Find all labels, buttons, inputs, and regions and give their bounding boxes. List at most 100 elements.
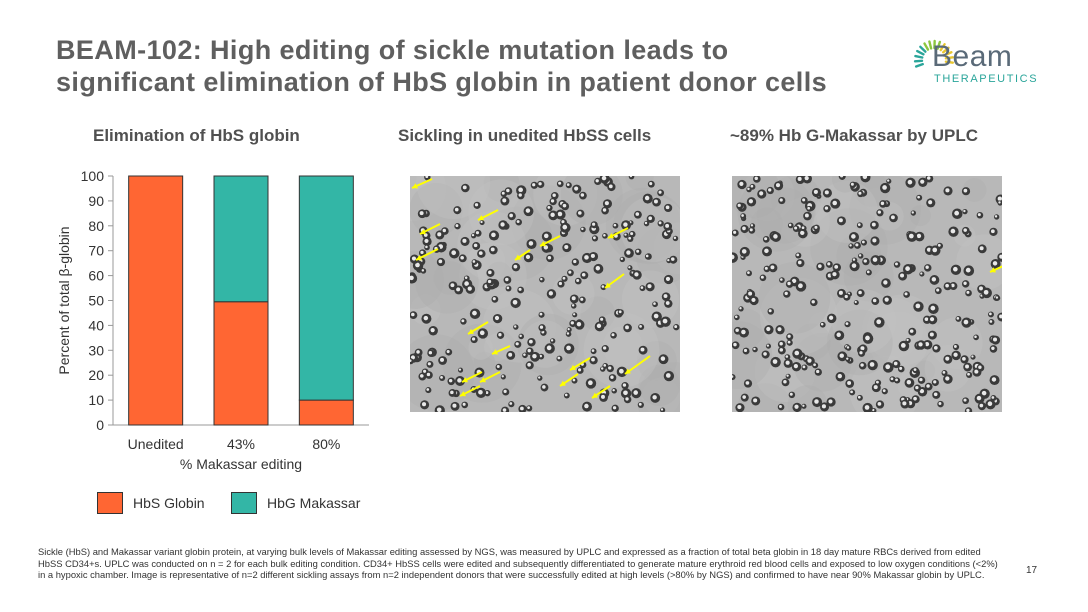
cell-center bbox=[450, 283, 455, 288]
cell-center bbox=[518, 187, 523, 193]
cell-center bbox=[662, 318, 668, 324]
cell-center bbox=[763, 352, 767, 356]
x-tick-label: 80% bbox=[312, 436, 340, 452]
x-tick-label: 43% bbox=[227, 436, 255, 452]
cell-center bbox=[423, 315, 429, 321]
legend-label-hbs: HbS Globin bbox=[133, 495, 205, 511]
sickle-cell-arrowhead bbox=[560, 380, 566, 386]
cell-center bbox=[963, 228, 967, 232]
cell-center bbox=[962, 356, 966, 361]
micrograph-unedited bbox=[410, 176, 680, 412]
micrograph-shade bbox=[625, 176, 654, 191]
cell-center bbox=[857, 223, 861, 226]
cell-center bbox=[608, 366, 612, 370]
cell-center bbox=[475, 231, 480, 235]
cell-center bbox=[883, 280, 888, 285]
cell-center bbox=[532, 183, 536, 187]
cell-center bbox=[979, 403, 984, 408]
logo-ray bbox=[944, 60, 955, 64]
cell-center bbox=[595, 266, 601, 271]
cell-center bbox=[768, 309, 772, 313]
cell-center bbox=[783, 380, 787, 384]
cell-center bbox=[653, 199, 658, 204]
cell-center bbox=[426, 388, 430, 391]
cell-center bbox=[665, 223, 670, 228]
micrograph-shade bbox=[410, 176, 447, 222]
cell-center bbox=[839, 353, 844, 358]
cell-center bbox=[893, 361, 898, 366]
cell-center bbox=[999, 314, 1002, 319]
cell-center bbox=[644, 195, 650, 201]
cell-center bbox=[425, 245, 428, 249]
cell-center bbox=[768, 188, 772, 192]
cell-center bbox=[933, 380, 937, 384]
cell-center bbox=[638, 402, 642, 406]
micrograph-shade bbox=[415, 250, 479, 314]
cell-center bbox=[512, 299, 518, 305]
cell-center bbox=[462, 402, 466, 406]
cell-center bbox=[913, 396, 917, 401]
cell-center bbox=[802, 404, 805, 407]
cell-center bbox=[794, 226, 798, 230]
cell-center bbox=[509, 402, 513, 405]
cell-center bbox=[562, 276, 566, 280]
cell-center bbox=[877, 402, 882, 406]
cell-center bbox=[674, 325, 678, 328]
cell-center bbox=[866, 270, 870, 274]
micrograph-shade bbox=[793, 323, 831, 361]
logo-wordmark: Beam bbox=[932, 40, 1013, 73]
cell-center bbox=[993, 337, 998, 342]
micrograph-shade bbox=[410, 182, 463, 237]
cell-center bbox=[628, 266, 631, 269]
cell-center bbox=[505, 277, 509, 282]
cell-center bbox=[936, 288, 940, 292]
cell-center bbox=[515, 342, 519, 346]
cell-center bbox=[528, 241, 534, 246]
cell-center bbox=[593, 236, 596, 240]
cell-center bbox=[421, 269, 425, 272]
cell-center bbox=[623, 222, 628, 227]
logo-ray bbox=[914, 62, 924, 68]
cell-center bbox=[625, 325, 629, 330]
cell-center bbox=[527, 362, 531, 367]
cell-center bbox=[509, 213, 513, 218]
cell-center bbox=[523, 353, 526, 356]
cell-center bbox=[501, 191, 505, 195]
cell-center bbox=[478, 389, 483, 395]
cell-center bbox=[931, 277, 937, 282]
cell-center bbox=[660, 408, 664, 411]
cell-center bbox=[992, 261, 998, 266]
cell-center bbox=[571, 296, 576, 301]
cell-center bbox=[954, 210, 960, 216]
cell-center bbox=[920, 272, 923, 275]
cell-center bbox=[665, 205, 670, 210]
cell-center bbox=[462, 185, 467, 190]
cell-center bbox=[967, 372, 970, 376]
cell-center bbox=[793, 364, 798, 369]
cell-center bbox=[989, 312, 992, 316]
cell-center bbox=[416, 350, 420, 354]
y-tick-label: 60 bbox=[88, 268, 104, 284]
cell-center bbox=[591, 349, 595, 352]
cell-center bbox=[950, 228, 956, 234]
cell-center bbox=[811, 300, 815, 304]
cell-center bbox=[610, 375, 614, 379]
cell-center bbox=[584, 255, 589, 260]
cell-center bbox=[748, 291, 753, 296]
legend-item-hbs: HbS Globin bbox=[97, 492, 205, 514]
cell-center bbox=[927, 176, 931, 180]
cell-center bbox=[639, 325, 642, 328]
cell-center bbox=[983, 289, 989, 295]
cell-center bbox=[508, 352, 513, 357]
cell-center bbox=[800, 230, 805, 236]
cell-center bbox=[963, 188, 968, 193]
y-tick-label: 10 bbox=[88, 392, 104, 408]
cell-center bbox=[748, 199, 753, 204]
cell-center bbox=[991, 377, 997, 382]
sickle-cell-arrowhead bbox=[605, 282, 611, 288]
cell-center bbox=[645, 254, 649, 258]
cell-center bbox=[794, 404, 799, 409]
cell-center bbox=[845, 322, 849, 325]
cell-center bbox=[658, 221, 662, 225]
cell-center bbox=[558, 281, 563, 286]
